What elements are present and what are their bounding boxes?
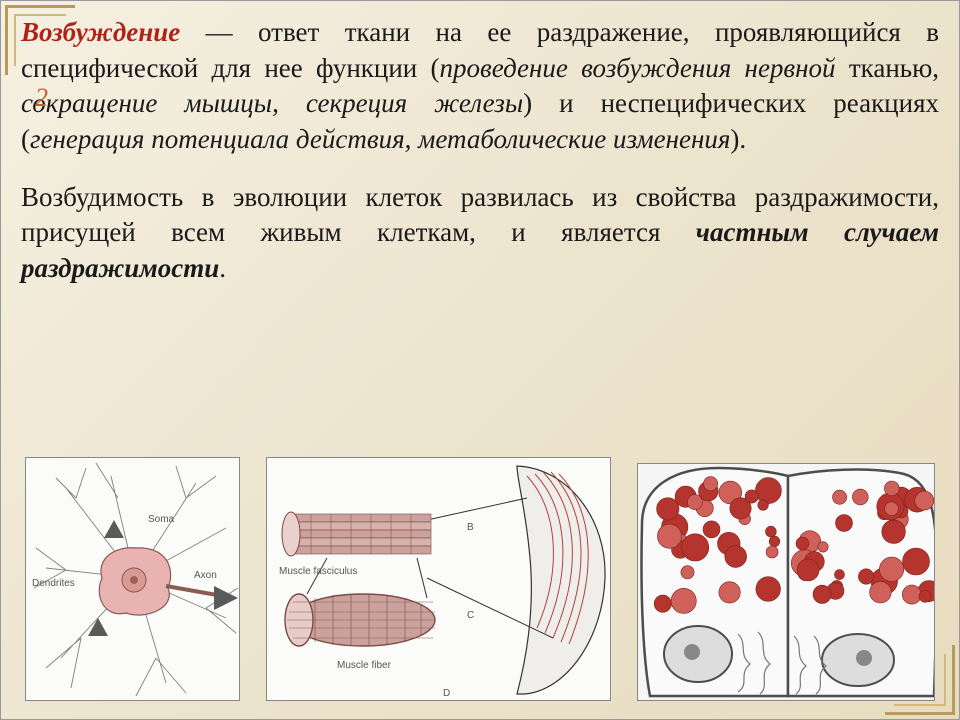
text-italic: генерация потенциала действия, метаболич…	[30, 124, 730, 154]
slide-body: Возбуждение — ответ ткани на ее раздраже…	[1, 1, 959, 719]
text-run: —	[180, 17, 258, 47]
label-c: C	[467, 610, 474, 621]
label-soma: Soma	[148, 514, 175, 525]
text-run: тканью,	[836, 53, 939, 83]
label-axon: Axon	[194, 570, 217, 581]
text-run: ).	[730, 124, 746, 154]
page-number: 2	[35, 83, 48, 113]
text-italic: сокращение мышцы, секреция железы	[21, 88, 523, 118]
text-run: .	[219, 253, 226, 283]
paragraph-definition: Возбуждение — ответ ткани на ее раздраже…	[21, 15, 939, 158]
neuron-illustration: Soma Dendrites Axon	[26, 458, 240, 700]
label-d: D	[443, 688, 450, 699]
label-fiber: Muscle fiber	[337, 660, 392, 671]
paragraph-evolution: Возбудимость в эволюции клеток развилась…	[21, 180, 939, 287]
label-b: B	[467, 522, 474, 533]
corner-ornament-top-left	[5, 5, 75, 75]
gland-illustration	[638, 464, 935, 700]
figure-muscle: Muscle fasciculus Muscle fiber B C D	[266, 457, 611, 701]
figure-neuron: Soma Dendrites Axon	[25, 457, 240, 701]
text-italic: проведение возбуждения нервной	[440, 53, 836, 83]
figure-row: Soma Dendrites Axon	[21, 457, 939, 711]
label-fasciculus: Muscle fasciculus	[279, 566, 357, 577]
label-dendrites: Dendrites	[32, 578, 75, 589]
figure-gland	[637, 463, 935, 701]
muscle-illustration: Muscle fasciculus Muscle fiber B C D	[267, 458, 611, 700]
